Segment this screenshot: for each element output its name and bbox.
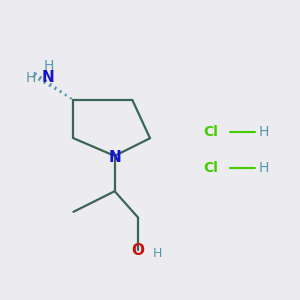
Text: N: N (42, 70, 55, 86)
Text: H: H (26, 71, 36, 85)
Text: H: H (259, 125, 269, 139)
Text: H: H (259, 161, 269, 175)
Text: H: H (153, 248, 162, 260)
Text: H: H (43, 59, 54, 73)
Text: Cl: Cl (203, 161, 218, 175)
Text: N: N (108, 150, 121, 165)
Text: Cl: Cl (203, 125, 218, 139)
Text: O: O (131, 243, 144, 258)
